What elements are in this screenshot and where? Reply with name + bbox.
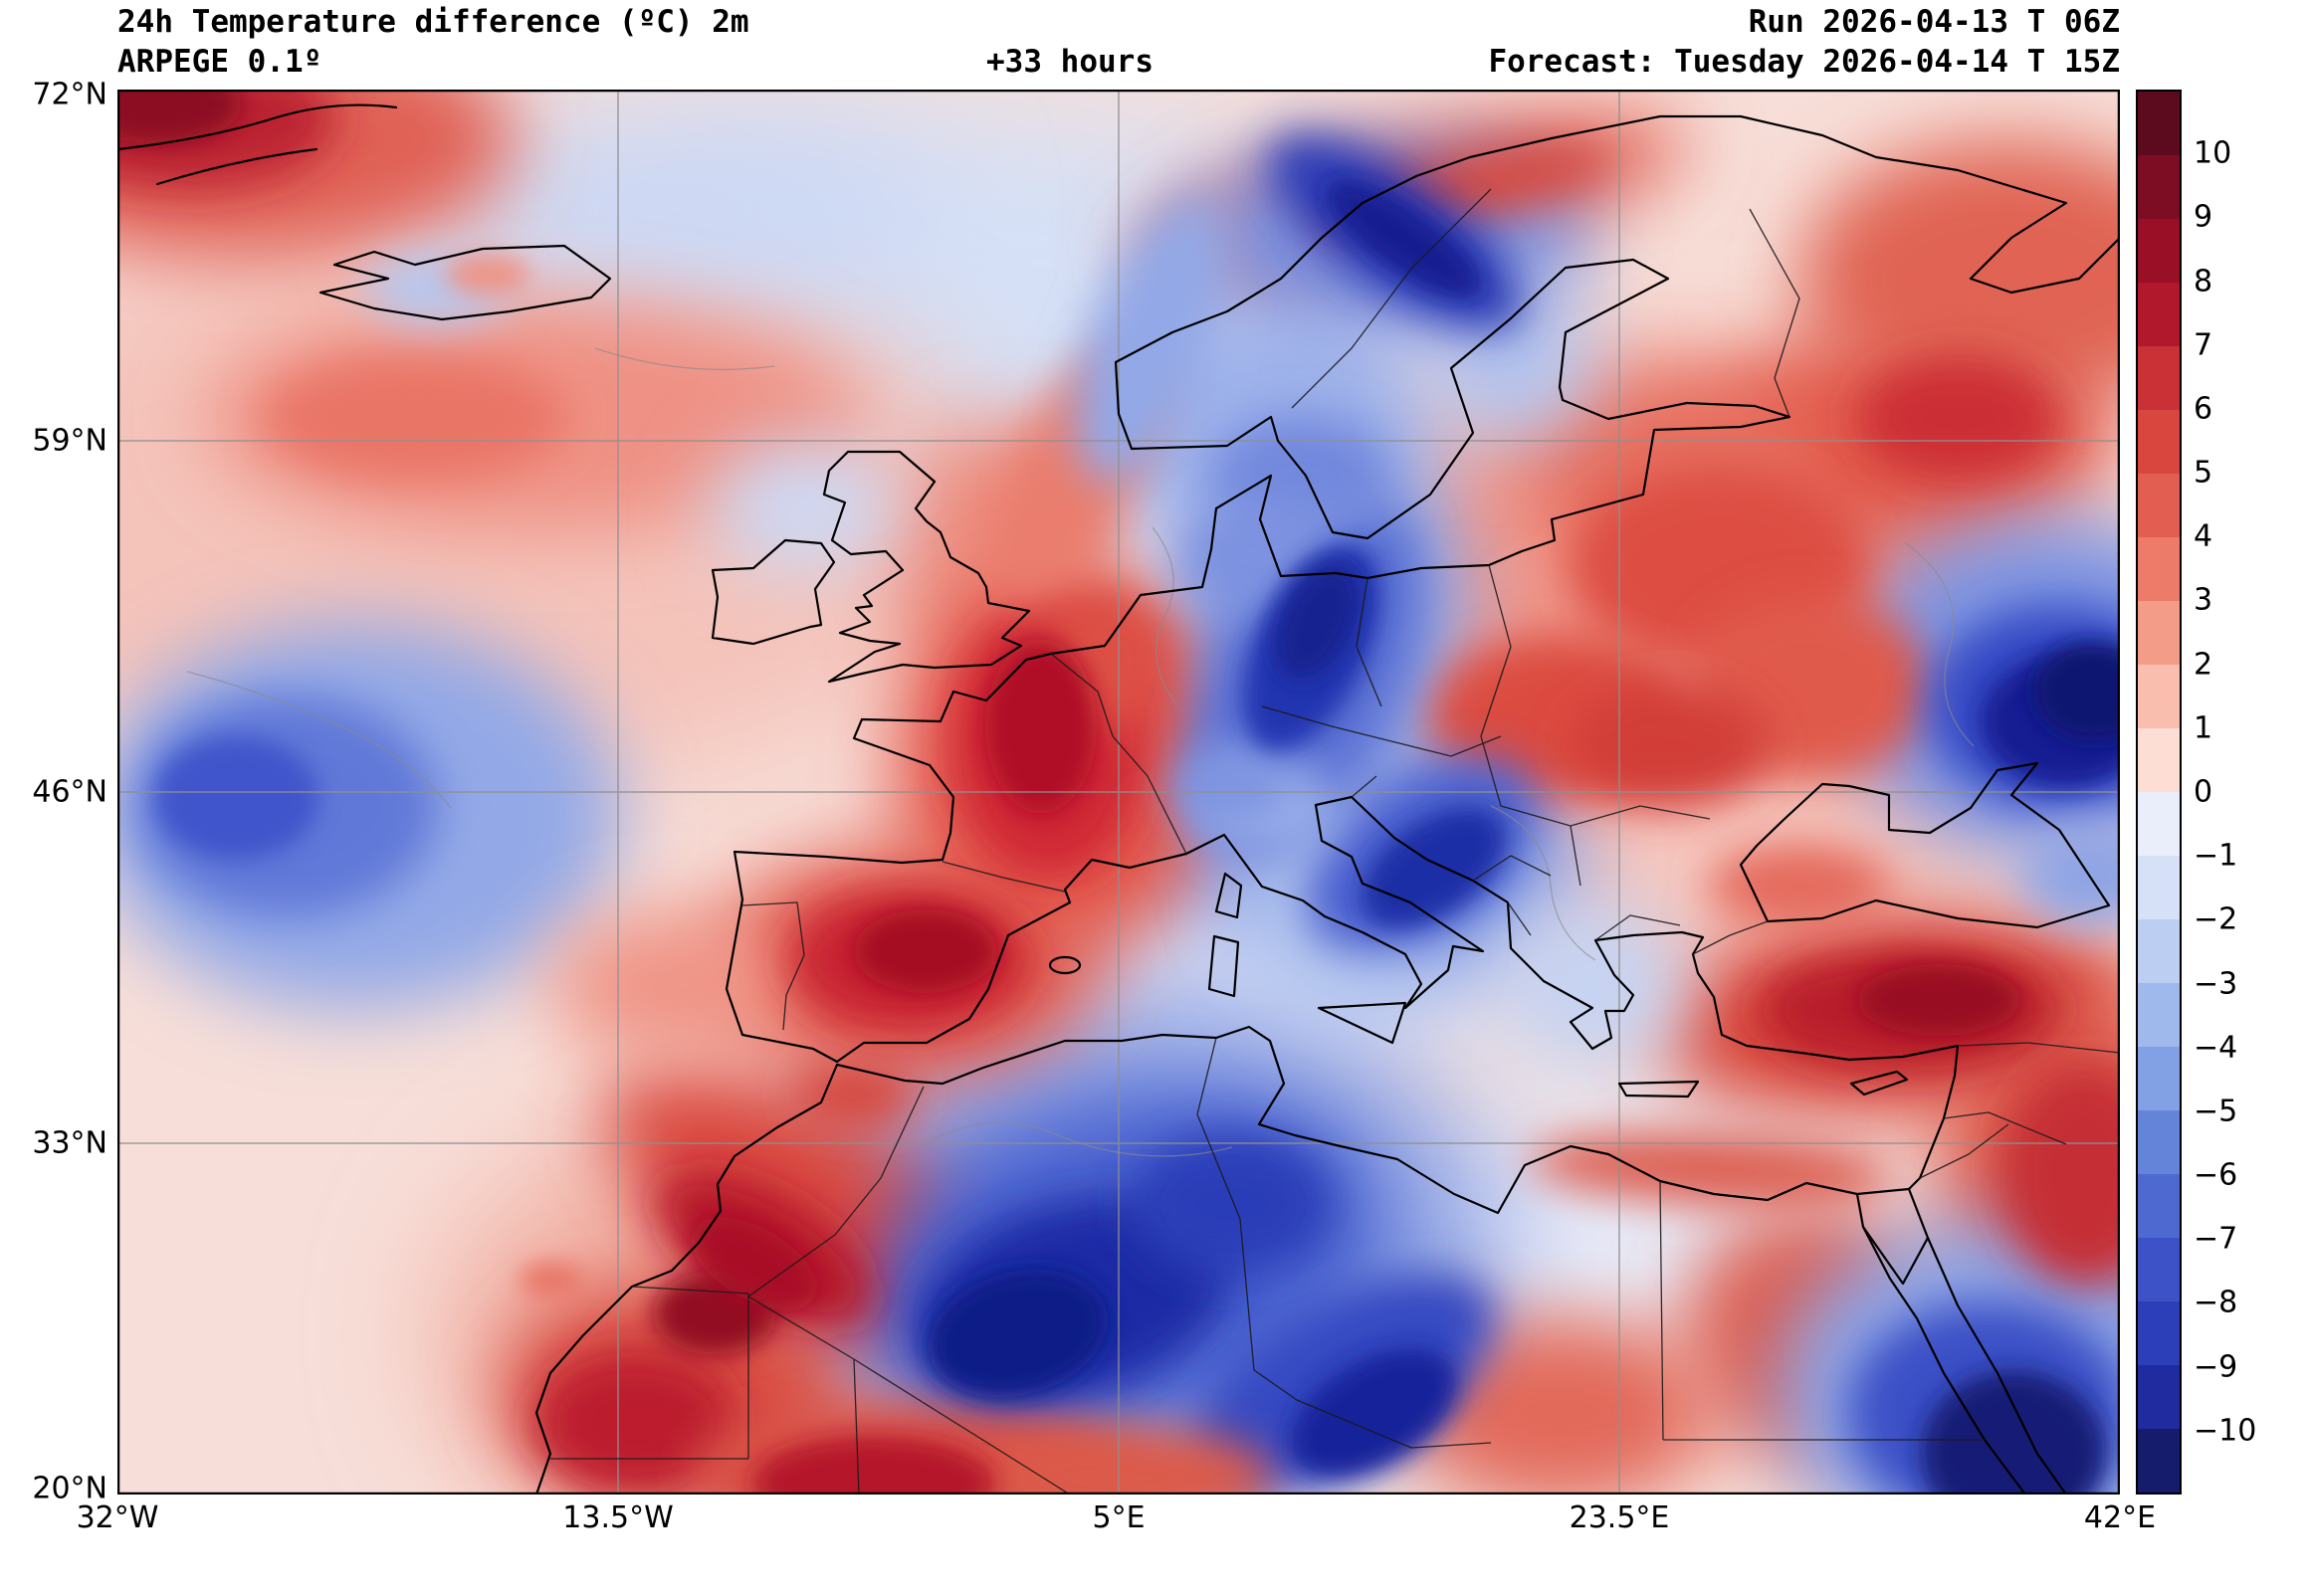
colorbar-tick-label: 6 <box>2194 391 2213 427</box>
colorbar-segment <box>2138 1047 2180 1110</box>
colorbar-tick-label: 4 <box>2194 518 2213 554</box>
colorbar-segment <box>2138 601 2180 665</box>
colorbar-segment <box>2138 155 2180 219</box>
colorbar-tick-label: −5 <box>2194 1094 2238 1129</box>
colorbar <box>2136 90 2182 1495</box>
colorbar-tick-label: −9 <box>2194 1349 2238 1385</box>
lat-tick-label: 46°N <box>32 774 107 810</box>
grid-lines <box>117 90 2120 1495</box>
colorbar-tick-label: −10 <box>2194 1413 2257 1449</box>
colorbar-tick-label: 2 <box>2194 647 2213 683</box>
colorbar-tick-label: 3 <box>2194 582 2213 618</box>
colorbar-tick-label: −8 <box>2194 1285 2238 1320</box>
colorbar-segment <box>2138 283 2180 346</box>
colorbar-segment <box>2138 665 2180 728</box>
colorbar-tick-label: −6 <box>2194 1157 2238 1193</box>
colorbar-segment <box>2138 1301 2180 1365</box>
map-frame <box>117 90 2120 1495</box>
lon-tick-label: 5°E <box>1092 1500 1146 1535</box>
colorbar-tick-label: −4 <box>2194 1030 2238 1066</box>
colorbar-tick-label: 1 <box>2194 710 2213 746</box>
colorbar-segment <box>2138 346 2180 410</box>
lon-tick-label: 32°W <box>76 1500 159 1535</box>
colorbar-tick-label: 5 <box>2194 455 2213 491</box>
coastlines <box>117 103 2120 1495</box>
colorbar-segment <box>2138 1174 2180 1238</box>
lat-tick-label: 72°N <box>32 77 107 112</box>
lat-tick-label: 33°N <box>32 1125 107 1161</box>
colorbar-segment <box>2138 728 2180 792</box>
colorbar-tick-label: −1 <box>2194 838 2238 874</box>
colorbar-segment <box>2138 1238 2180 1301</box>
lon-tick-label: 42°E <box>2083 1500 2157 1535</box>
europe-temperature-map <box>117 90 2120 1495</box>
colorbar-tick-label: −2 <box>2194 901 2238 937</box>
lon-tick-label: 13.5°W <box>562 1500 674 1535</box>
colorbar-tick-label: −3 <box>2194 966 2238 1002</box>
lon-tick-label: 23.5°E <box>1569 1500 1670 1535</box>
colorbar-segment <box>2138 92 2180 155</box>
lead-time-label: +33 hours <box>986 44 1154 80</box>
colorbar-tick-label: 8 <box>2194 264 2213 299</box>
country-borders <box>550 188 2120 1495</box>
colorbar-segment <box>2138 792 2180 856</box>
colorbar-tick-label: −7 <box>2194 1221 2238 1257</box>
colorbar-segment <box>2138 1429 2180 1493</box>
colorbar-tick-label: 10 <box>2194 135 2232 171</box>
colorbar-segment <box>2138 1365 2180 1429</box>
colorbar-segment <box>2138 219 2180 283</box>
colorbar-segment <box>2138 856 2180 919</box>
colorbar-segment <box>2138 537 2180 601</box>
colorbar-tick-label: 9 <box>2194 199 2213 235</box>
forecast-label: Forecast: Tuesday 2026-04-14 T 15Z <box>1488 44 2120 80</box>
zero-contours <box>186 347 1975 1157</box>
colorbar-segment <box>2138 983 2180 1047</box>
page-title: 24h Temperature difference (ºC) 2m <box>117 4 749 40</box>
colorbar-segment <box>2138 474 2180 537</box>
lat-tick-label: 59°N <box>32 423 107 459</box>
colorbar-segment <box>2138 1110 2180 1174</box>
colorbar-segment <box>2138 919 2180 983</box>
lat-tick-label: 20°N <box>32 1471 107 1506</box>
colorbar-tick-label: 7 <box>2194 327 2213 363</box>
model-label: ARPEGE 0.1º <box>117 44 322 80</box>
run-label: Run 2026-04-13 T 06Z <box>1748 4 2120 40</box>
colorbar-tick-label: 0 <box>2194 774 2213 810</box>
colorbar-segment <box>2138 410 2180 474</box>
